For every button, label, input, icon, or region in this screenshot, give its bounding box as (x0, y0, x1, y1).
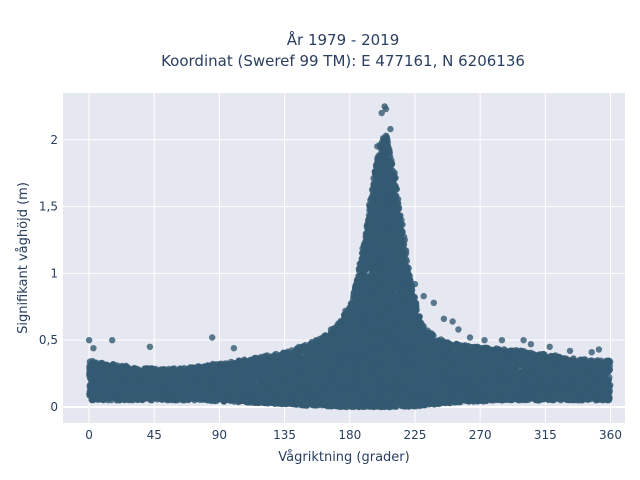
data-points (85, 103, 614, 411)
chart-title-line2: Koordinat (Sweref 99 TM): E 477161, N 62… (161, 52, 525, 70)
chart-title-line1: År 1979 - 2019 (287, 30, 400, 49)
